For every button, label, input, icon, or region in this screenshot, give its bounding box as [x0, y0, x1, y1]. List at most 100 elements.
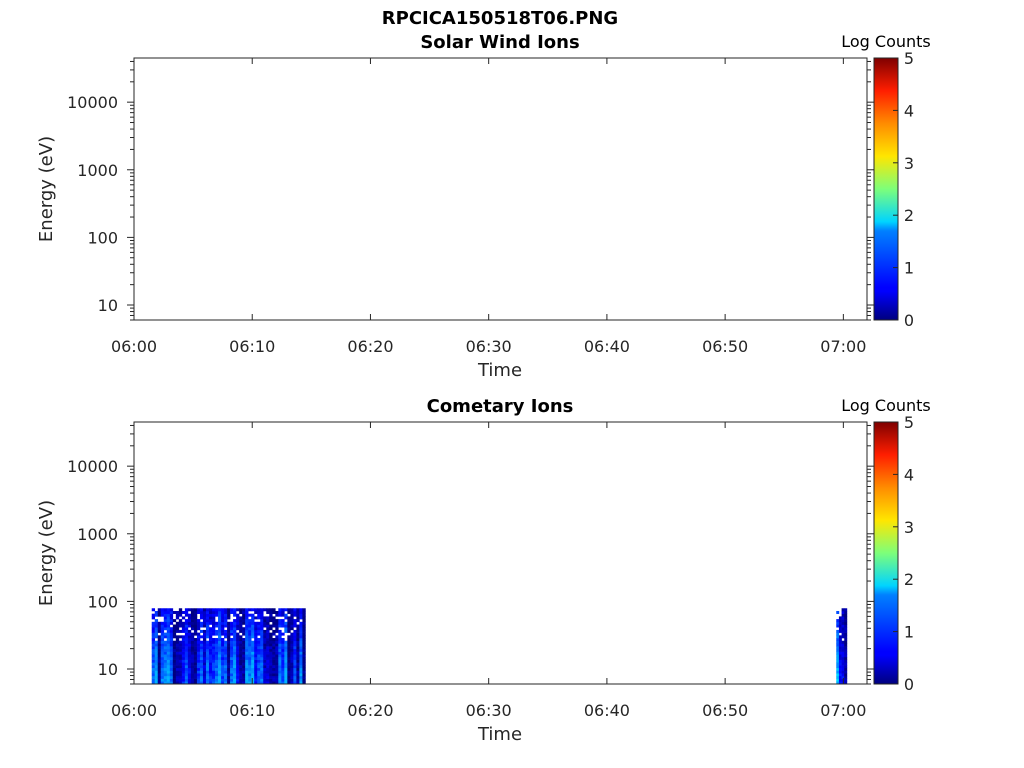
spectrogram-cell: [272, 610, 276, 614]
spectrogram-cell: [287, 616, 291, 620]
spectrogram-cell: [154, 632, 159, 636]
spectrogram-cell: [215, 613, 219, 617]
spectrogram-cell: [233, 640, 237, 644]
spectrogram-cell: [299, 681, 303, 685]
spectrogram-cell: [151, 616, 156, 620]
spectrogram-cell: [844, 610, 848, 614]
spectrogram-cell: [193, 646, 198, 650]
spectrogram-cell: [841, 624, 845, 628]
spectrogram-cell: [224, 632, 228, 636]
spectrogram-cell: [299, 640, 303, 644]
spectrogram-cell: [293, 648, 297, 652]
spectrogram-cell: [290, 640, 294, 644]
spectrogram-cell: [257, 613, 261, 617]
spectrogram-cell: [218, 629, 222, 633]
spectrogram-cell: [157, 613, 162, 617]
spectrogram-cell: [263, 619, 267, 623]
spectrogram-cell: [236, 621, 240, 625]
spectrogram-cell: [166, 662, 171, 666]
spectrogram-cell: [239, 629, 243, 633]
spectrogram-cell: [212, 681, 216, 685]
spectrogram-cell: [245, 667, 249, 671]
spectrogram-cell: [202, 670, 207, 674]
x-tick-label: 06:50: [702, 337, 748, 356]
spectrogram-cell: [196, 621, 201, 625]
spectrogram-cell: [242, 667, 246, 671]
spectrogram-cell: [844, 654, 848, 658]
spectrogram-cell: [266, 648, 270, 652]
spectrogram-cell: [254, 651, 258, 655]
spectrogram-cell: [199, 681, 204, 685]
spectrogram-cell: [275, 613, 279, 617]
spectrogram-cell: [239, 646, 243, 650]
spectrogram-cell: [269, 659, 273, 663]
spectrogram-cell: [181, 646, 186, 650]
spectrogram-cell: [275, 654, 279, 658]
spectrogram-cell: [245, 624, 249, 628]
spectrogram-cell: [175, 675, 180, 679]
spectrogram-cell: [196, 673, 201, 677]
spectrogram-cell: [245, 616, 249, 620]
spectrogram-cell: [221, 659, 225, 663]
spectrogram-cell: [212, 621, 216, 625]
spectrogram-cell: [184, 675, 189, 679]
spectrogram-cell: [275, 643, 279, 647]
spectrogram-cell: [160, 640, 165, 644]
spectrogram-cell: [251, 665, 255, 669]
spectrogram-cell: [184, 619, 189, 623]
spectrogram-cell: [266, 670, 270, 674]
spectrogram-cell: [199, 616, 204, 620]
spectrogram-cell: [184, 678, 189, 682]
spectrogram-cell: [181, 616, 186, 620]
spectrogram-cell: [184, 632, 189, 636]
spectrogram-cell: [245, 678, 249, 682]
spectrogram-cell: [202, 681, 207, 685]
spectrogram-cell: [278, 681, 282, 685]
spectrogram-cell: [199, 651, 204, 655]
spectrogram-cell: [205, 681, 210, 685]
spectrogram-cell: [151, 678, 156, 682]
spectrogram-cell: [215, 624, 219, 628]
spectrogram-cell: [290, 632, 294, 636]
spectrogram-cell: [263, 635, 267, 639]
spectrogram-cell: [151, 613, 156, 617]
spectrogram-cell: [266, 640, 270, 644]
spectrogram-cell: [218, 670, 222, 674]
spectrogram-cell: [278, 621, 282, 625]
spectrogram-cell: [193, 659, 198, 663]
spectrogram-cell: [278, 646, 282, 650]
spectrogram-cell: [190, 613, 195, 617]
spectrogram-cell: [838, 681, 842, 685]
spectrogram-cell: [260, 659, 264, 663]
spectrogram-cell: [299, 678, 303, 682]
spectrogram-cell: [175, 670, 180, 674]
spectrogram-cell: [175, 654, 180, 658]
spectrogram-cell: [239, 616, 243, 620]
spectrogram-cell: [299, 621, 303, 625]
spectrogram-cell: [160, 646, 165, 650]
spectrogram-cell: [178, 659, 183, 663]
spectrogram-cell: [266, 632, 270, 636]
spectrogram-cell: [199, 635, 204, 639]
spectrogram-cell: [263, 662, 267, 666]
spectrogram-cell: [236, 616, 240, 620]
colorbar: [873, 57, 899, 321]
x-tick-label: 06:10: [229, 701, 275, 720]
spectrogram-cell: [202, 610, 207, 614]
spectrogram-cell: [166, 640, 171, 644]
spectrogram-cell: [227, 662, 231, 666]
spectrogram-cell: [260, 619, 264, 623]
spectrogram-cell: [160, 610, 165, 614]
spectrogram-cell: [224, 613, 228, 617]
spectrogram-cell: [266, 662, 270, 666]
spectrogram-cell: [187, 635, 192, 639]
spectrogram-cell: [227, 675, 231, 679]
spectrogram-cell: [841, 662, 845, 666]
spectrogram-cell: [205, 651, 210, 655]
spectrogram-cell: [215, 659, 219, 663]
colorbar-tick-label: 5: [904, 49, 914, 68]
spectrogram-cell: [290, 648, 294, 652]
spectrogram-cell: [248, 681, 252, 685]
spectrogram-cell: [260, 654, 264, 658]
spectrogram-cell: [275, 673, 279, 677]
